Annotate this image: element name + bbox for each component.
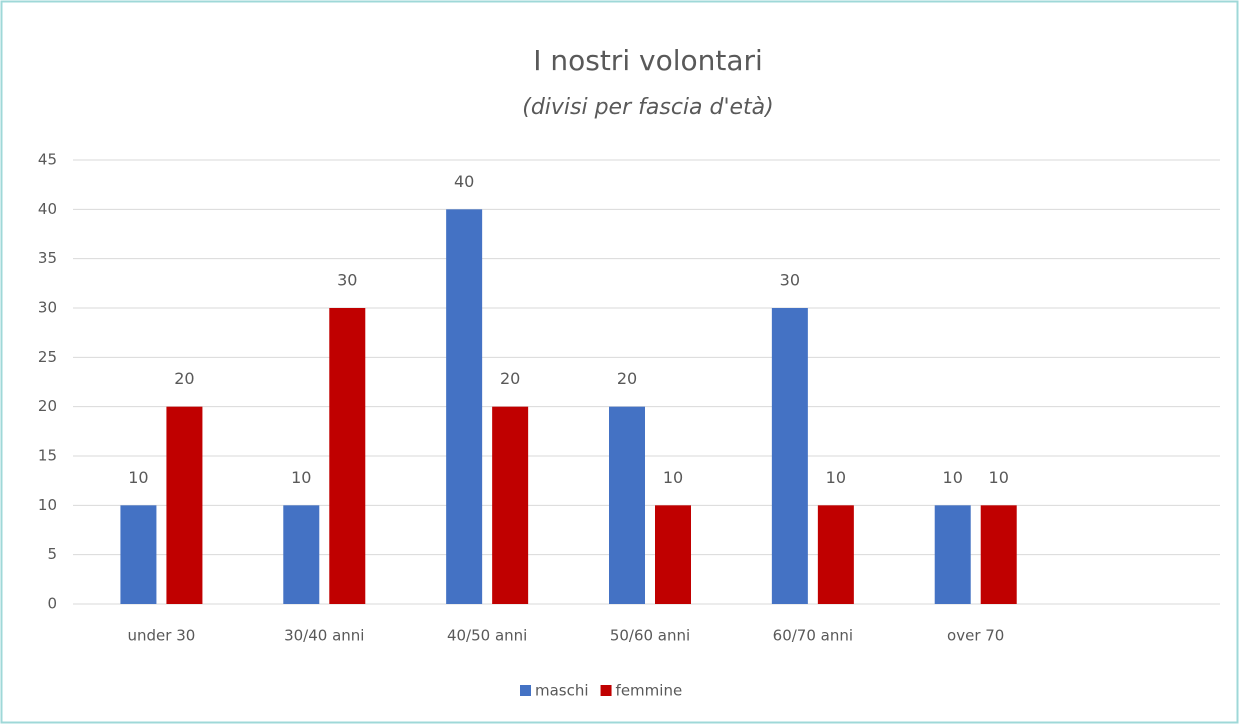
data-label: 10 bbox=[826, 468, 846, 487]
bar bbox=[329, 308, 366, 604]
legend-label: maschi bbox=[535, 682, 589, 700]
x-tick-label: 40/50 anni bbox=[447, 627, 527, 645]
x-tick-label: under 30 bbox=[128, 627, 196, 645]
y-tick-label: 45 bbox=[38, 151, 57, 169]
bar bbox=[283, 505, 320, 604]
y-tick-label: 20 bbox=[38, 397, 57, 415]
y-tick-label: 5 bbox=[47, 545, 57, 563]
bar bbox=[980, 505, 1017, 604]
y-tick-label: 40 bbox=[38, 200, 57, 218]
bar bbox=[166, 406, 203, 604]
chart-subtitle: (divisi per fascia d'età) bbox=[522, 95, 774, 120]
bar bbox=[771, 308, 808, 604]
data-label: 20 bbox=[174, 369, 194, 388]
data-label: 10 bbox=[989, 468, 1009, 487]
data-label: 10 bbox=[663, 468, 683, 487]
bar bbox=[120, 505, 157, 604]
data-label: 30 bbox=[780, 271, 800, 290]
legend-swatch bbox=[520, 685, 531, 696]
data-label: 10 bbox=[291, 468, 311, 487]
bar bbox=[817, 505, 854, 604]
x-tick-label: over 70 bbox=[947, 627, 1004, 645]
data-label: 20 bbox=[500, 369, 520, 388]
y-tick-label: 10 bbox=[38, 496, 57, 514]
y-tick-label: 15 bbox=[38, 447, 57, 465]
bar bbox=[492, 406, 529, 604]
bar bbox=[934, 505, 971, 604]
chart-title: I nostri volontari bbox=[533, 44, 763, 77]
data-label: 40 bbox=[454, 172, 474, 191]
y-tick-label: 35 bbox=[38, 249, 57, 267]
bar bbox=[446, 209, 483, 605]
x-tick-label: 50/60 anni bbox=[610, 627, 690, 645]
data-label: 10 bbox=[128, 468, 148, 487]
y-tick-label: 30 bbox=[38, 299, 57, 317]
y-tick-label: 0 bbox=[47, 595, 57, 613]
legend-swatch bbox=[600, 685, 612, 696]
data-label: 30 bbox=[337, 271, 357, 290]
bar bbox=[609, 406, 645, 604]
x-tick-label: 30/40 anni bbox=[284, 627, 364, 645]
data-label: 10 bbox=[943, 468, 963, 487]
bar bbox=[655, 505, 691, 604]
data-label: 20 bbox=[617, 369, 637, 388]
x-tick-label: 60/70 anni bbox=[773, 627, 853, 645]
legend-label: femmine bbox=[616, 682, 683, 700]
y-tick-label: 25 bbox=[38, 348, 57, 366]
